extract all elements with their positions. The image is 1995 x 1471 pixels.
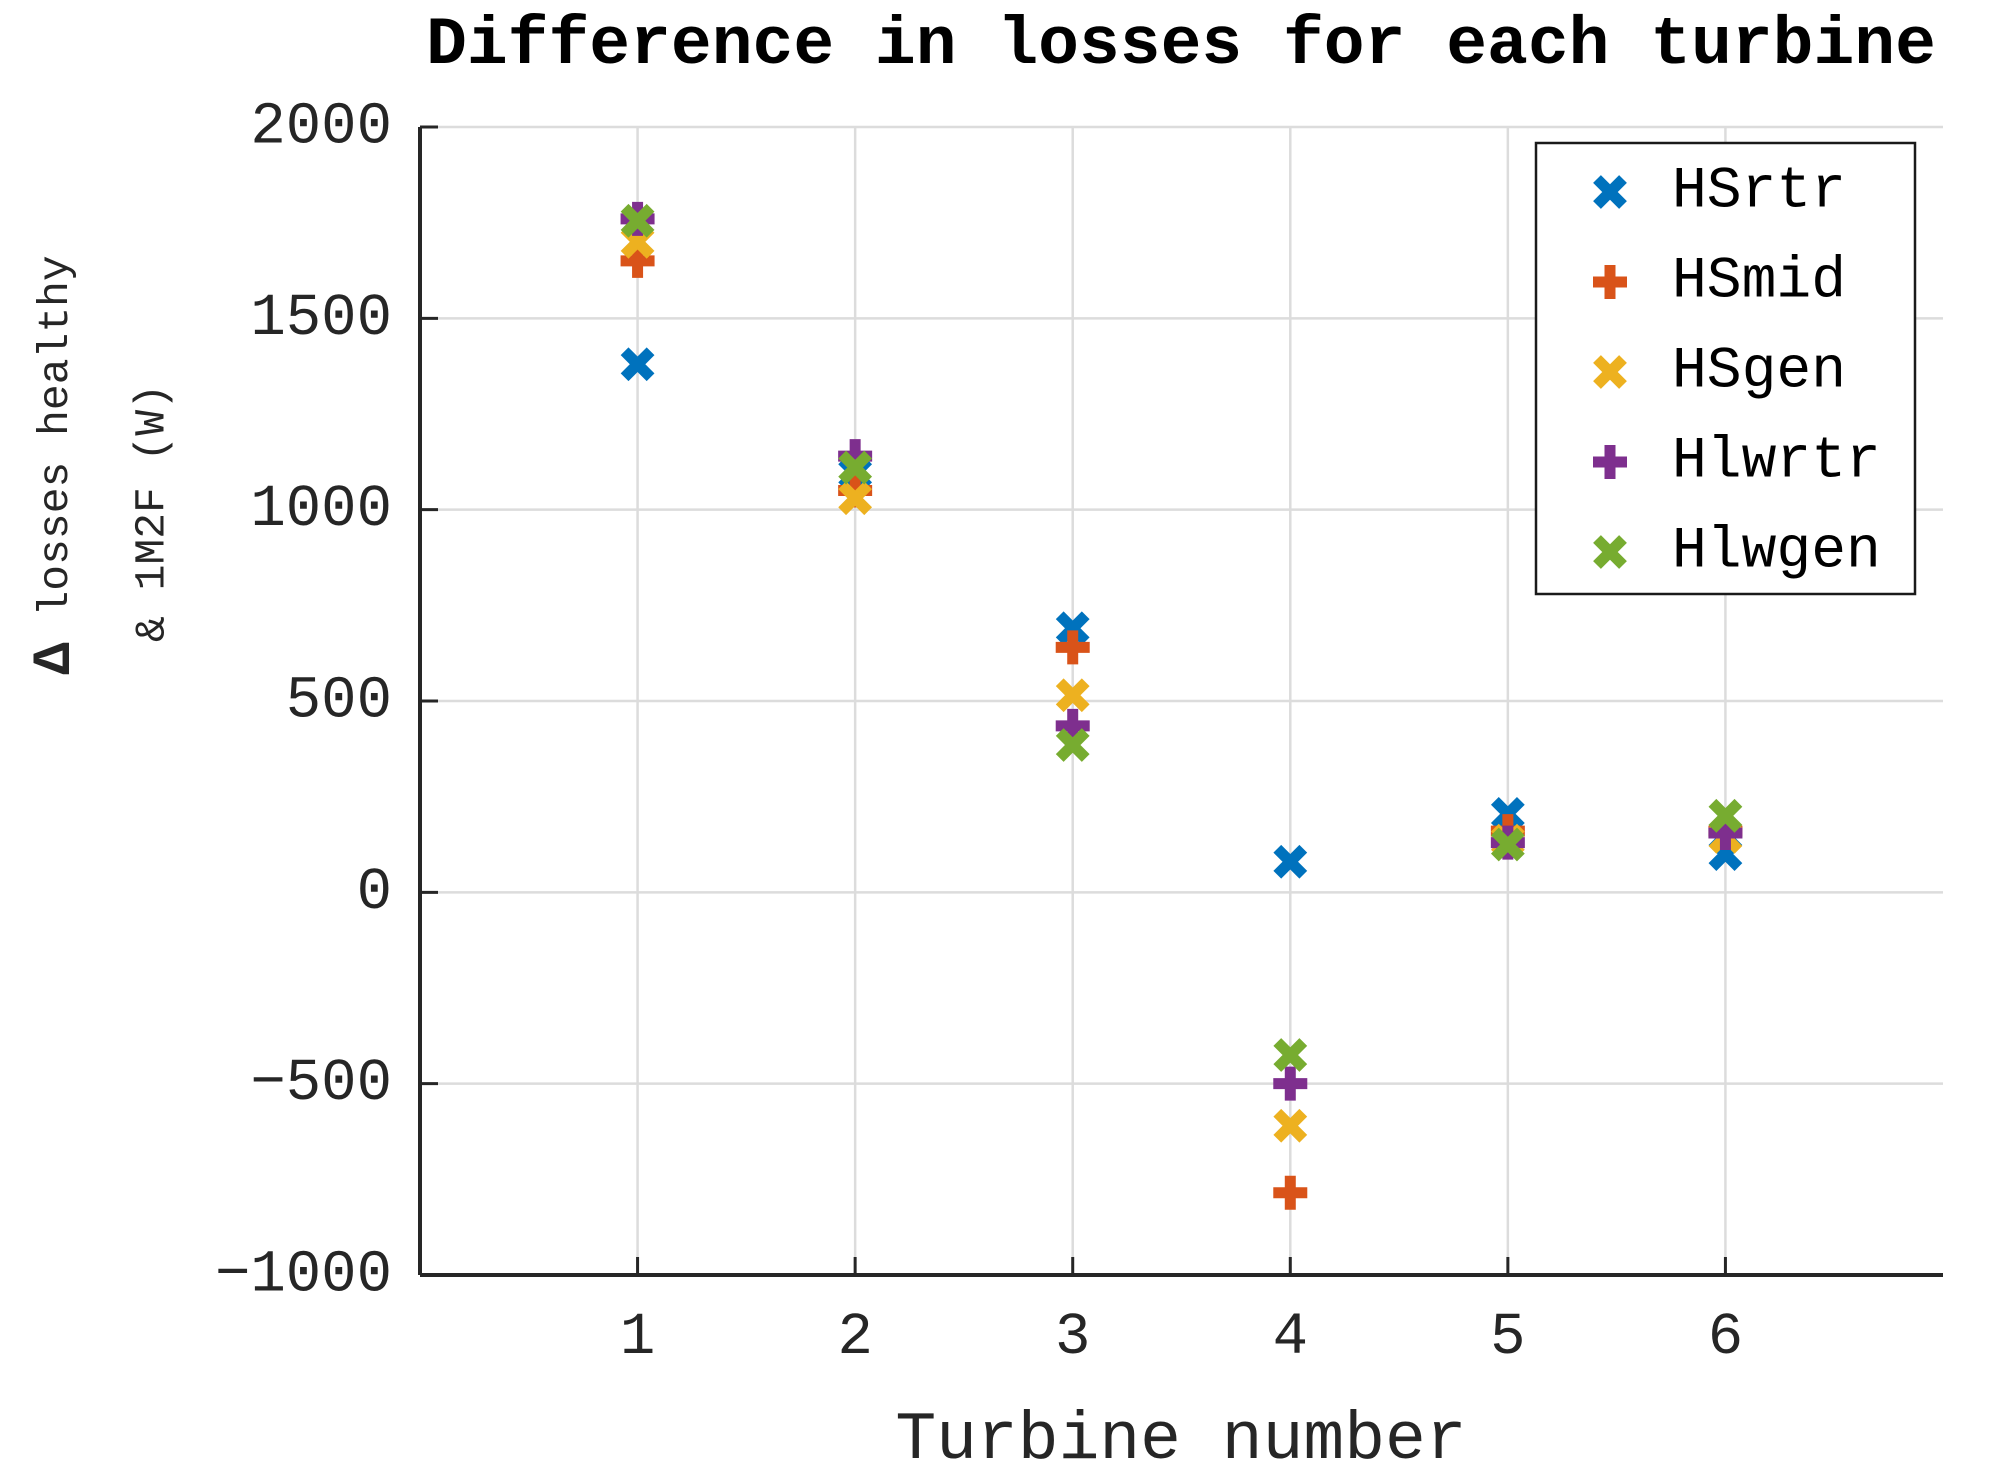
data-point — [1273, 1175, 1308, 1210]
legend-marker-HSmid — [1593, 265, 1627, 299]
y-tick-label: 1000 — [250, 476, 392, 543]
x-tick-label: 2 — [837, 1304, 872, 1371]
data-point — [1055, 728, 1090, 762]
y-axis-label: Δ losses healthy & 1M2F (W) — [25, 255, 177, 674]
data-point — [1055, 708, 1090, 743]
data-point — [1273, 844, 1308, 879]
y-axis-label-line: Δ losses healthy — [25, 255, 86, 674]
y-tick-label: −500 — [250, 1050, 392, 1117]
y-tick-label: 2000 — [250, 94, 392, 161]
data-point — [1055, 630, 1090, 665]
series-Hlwgen — [620, 203, 1743, 1072]
chart-title: Difference in losses for each turbine — [426, 7, 1936, 84]
data-point — [1055, 611, 1090, 646]
data-point — [620, 243, 655, 278]
data-point — [1708, 798, 1743, 833]
x-tick-label: 6 — [1708, 1304, 1743, 1371]
data-point — [838, 481, 873, 516]
data-point — [1273, 1108, 1308, 1143]
legend-label-Hlwrtr: Hlwrtr — [1672, 430, 1881, 495]
data-point — [1273, 1066, 1308, 1101]
legend-marker-Hlwrtr — [1593, 445, 1627, 479]
axes — [418, 125, 1943, 1277]
x-tick-label: 4 — [1273, 1304, 1308, 1371]
data-point — [838, 450, 873, 485]
tick-labels: 2000 1500 1000 500 0 −500 −1000 1 2 3 4 5 6 — [215, 94, 1743, 1372]
data-point — [1273, 1038, 1308, 1072]
y-tick-label: 1500 — [250, 285, 392, 352]
legend-label-HSmid: HSmid — [1672, 250, 1846, 315]
legend-marker-HSgen — [1593, 355, 1627, 389]
legend-label-HSrtr: HSrtr — [1672, 160, 1846, 225]
data-point — [620, 347, 655, 382]
legend: HSrtr HSmid HSgen Hlwrtr Hlwgen — [1534, 141, 1917, 596]
data-point — [1490, 827, 1525, 862]
y-tick-label: 0 — [357, 859, 392, 926]
x-tick-label: 5 — [1490, 1304, 1525, 1371]
data-point — [620, 203, 655, 238]
data-point — [1055, 678, 1090, 713]
legend-marker-Hlwgen — [1593, 535, 1627, 569]
data-markers — [620, 201, 1743, 1210]
legend-marker-HSrtr — [1593, 175, 1627, 209]
x-axis-label: Turbine number — [895, 1402, 1466, 1471]
legend-label-Hlwgen: Hlwgen — [1672, 520, 1881, 585]
x-tick-label: 3 — [1055, 1304, 1090, 1371]
data-point — [1490, 796, 1525, 831]
x-tick-label: 1 — [620, 1304, 655, 1371]
y-tick-label: 500 — [286, 668, 392, 735]
y-tick-label: −1000 — [215, 1242, 392, 1309]
y-axis-label-line: & 1M2F (W) — [128, 384, 177, 642]
legend-label-HSgen: HSgen — [1672, 340, 1846, 405]
